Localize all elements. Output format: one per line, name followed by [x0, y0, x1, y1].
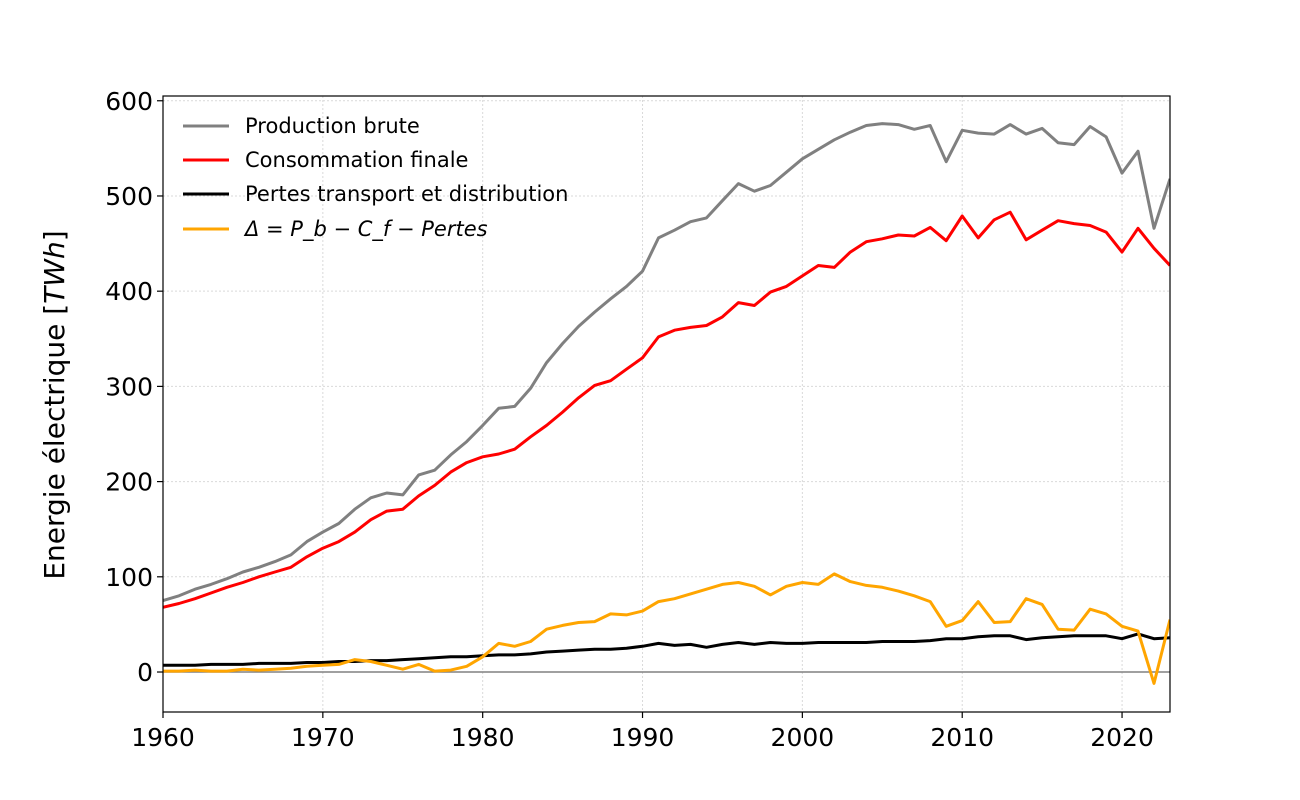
legend-label-production-brute: Production brute [245, 114, 420, 138]
y-tick-label: 200 [105, 468, 153, 497]
series-delta [163, 572, 1170, 685]
y-tick-label: 400 [105, 277, 153, 306]
series-layer [163, 122, 1170, 685]
series-line-consommation-finale [163, 210, 1170, 609]
plot-frame [162, 95, 1171, 713]
legend: Production brute Consommation finale Per… [183, 114, 568, 242]
series-line-pertes [163, 632, 1170, 667]
legend-label-consommation-finale: Consommation finale [245, 148, 468, 172]
y-axis: 0 100 200 300 400 500 600 [105, 87, 163, 687]
y-tick-label: 100 [105, 563, 153, 592]
x-tick-label: 2010 [930, 723, 994, 752]
legend-item-pertes: Pertes transport et distribution [183, 182, 568, 206]
series-production-brute [163, 122, 1170, 603]
x-tick-label: 2020 [1090, 723, 1154, 752]
y-axis-label-text: Energie électrique [38, 324, 71, 580]
y-axis-label-unit: TWh [38, 241, 71, 304]
y-tick-label: 500 [105, 182, 153, 211]
x-tick-label: 1990 [611, 723, 675, 752]
legend-item-consommation-finale: Consommation finale [183, 148, 468, 172]
x-tick-label: 1970 [291, 723, 355, 752]
legend-label-pertes: Pertes transport et distribution [245, 182, 568, 206]
legend-item-delta: Δ = P_b − C_f − Pertes [183, 217, 488, 242]
x-tick-label: 2000 [771, 723, 835, 752]
y-axis-label: Energie électrique [TWh] [38, 230, 71, 579]
y-tick-label: 600 [105, 87, 153, 116]
x-tick-label: 1980 [451, 723, 515, 752]
legend-label-delta: Δ = P_b − C_f − Pertes [243, 217, 488, 242]
series-line-production-brute [163, 122, 1170, 603]
legend-item-production-brute: Production brute [183, 114, 420, 138]
series-line-delta [163, 572, 1170, 685]
x-tick-label: 1960 [131, 723, 195, 752]
y-tick-label: 300 [105, 372, 153, 401]
series-pertes [163, 632, 1170, 667]
x-axis: 1960 1970 1980 1990 2000 2010 2020 [131, 712, 1154, 752]
y-tick-label: 0 [137, 658, 153, 687]
grid [162, 96, 1170, 712]
